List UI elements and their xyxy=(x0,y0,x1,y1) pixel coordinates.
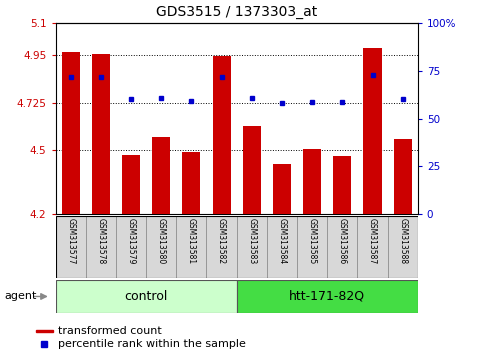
Bar xyxy=(36,330,53,332)
Text: percentile rank within the sample: percentile rank within the sample xyxy=(58,339,246,349)
Text: GSM313582: GSM313582 xyxy=(217,218,226,264)
Text: control: control xyxy=(125,290,168,303)
Bar xyxy=(213,56,231,214)
Bar xyxy=(176,216,207,278)
Text: agent: agent xyxy=(5,291,37,302)
Bar xyxy=(357,216,388,278)
Bar xyxy=(242,126,261,214)
Bar xyxy=(152,137,170,214)
Bar xyxy=(237,280,418,313)
Bar xyxy=(267,216,297,278)
Bar xyxy=(333,156,352,214)
Text: GSM313585: GSM313585 xyxy=(308,218,317,264)
Bar xyxy=(146,216,176,278)
Text: GSM313580: GSM313580 xyxy=(156,218,166,264)
Bar xyxy=(237,216,267,278)
Bar xyxy=(92,54,110,214)
Text: GSM313584: GSM313584 xyxy=(277,218,286,264)
Text: GSM313588: GSM313588 xyxy=(398,218,407,264)
Bar xyxy=(327,216,357,278)
Bar xyxy=(56,216,418,278)
Bar xyxy=(116,216,146,278)
Bar xyxy=(394,139,412,214)
Bar xyxy=(56,280,237,313)
Text: GSM313578: GSM313578 xyxy=(96,218,105,264)
Text: htt-171-82Q: htt-171-82Q xyxy=(289,290,365,303)
Text: GSM313583: GSM313583 xyxy=(247,218,256,264)
Bar xyxy=(122,155,140,214)
Text: GSM313587: GSM313587 xyxy=(368,218,377,264)
Bar xyxy=(364,48,382,214)
Bar xyxy=(273,164,291,214)
Bar xyxy=(207,216,237,278)
Text: GSM313586: GSM313586 xyxy=(338,218,347,264)
Bar xyxy=(297,216,327,278)
Bar xyxy=(86,216,116,278)
Text: GSM313577: GSM313577 xyxy=(66,218,75,264)
Text: GSM313581: GSM313581 xyxy=(187,218,196,264)
Bar xyxy=(303,149,321,214)
Text: transformed count: transformed count xyxy=(58,326,162,336)
Title: GDS3515 / 1373303_at: GDS3515 / 1373303_at xyxy=(156,5,317,19)
Bar xyxy=(183,152,200,214)
Bar xyxy=(388,216,418,278)
Bar xyxy=(56,216,86,278)
Bar xyxy=(62,52,80,214)
Text: GSM313579: GSM313579 xyxy=(127,218,136,264)
